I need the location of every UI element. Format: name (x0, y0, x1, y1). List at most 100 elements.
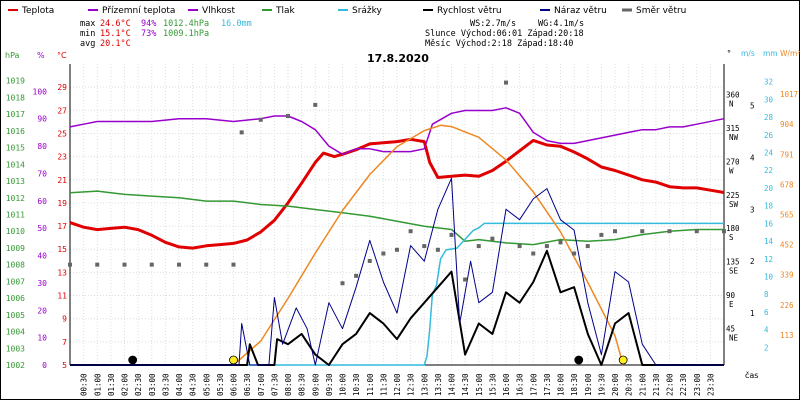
stats-max-press: 1012.4hPa (163, 19, 209, 29)
wind-dir-point-0 (68, 262, 72, 267)
wind-dir-point-32 (640, 229, 645, 234)
hum-tick-2: 20 (37, 306, 47, 315)
stats-moon: Měsíc Východ:2:18 Západ:18:40 (425, 39, 573, 49)
wind-dir-point-3 (149, 262, 154, 267)
wm2-tick-5: 678 (780, 180, 794, 189)
dir-tick-deg-5: 135 (726, 258, 740, 267)
x-tick-label-21: 11:00 (366, 373, 375, 396)
hum-tick-4: 40 (37, 252, 47, 261)
press-tick-6: 1008 (6, 261, 25, 270)
dir-tick-name-3: SW (729, 200, 739, 209)
temp-tick-11: 27 (57, 106, 67, 115)
press-tick-2: 1004 (6, 328, 25, 337)
legend: Teplota Přízemní teplota Vlhkost Tlak Sr… (8, 6, 686, 16)
dir-tick-name-7: NE (729, 334, 739, 343)
press-tick-13: 1015 (6, 144, 25, 153)
wm2-tick-8: 1017 (780, 90, 798, 99)
mm-tick-2: 6 (764, 308, 769, 317)
wind-dir-point-1 (95, 262, 100, 267)
press-tick-16: 1018 (6, 93, 25, 102)
dir-tick-deg-0: 360 (726, 90, 740, 99)
x-tick-label-9: 05:00 (202, 373, 211, 396)
press-tick-17: 1019 (6, 77, 25, 86)
wind-dir-point-31 (613, 229, 617, 234)
wind-dir-point-5 (204, 262, 209, 267)
wind-dir-point-35 (722, 229, 726, 234)
wind-dir-point-29 (585, 244, 590, 249)
x-tick-label-46: 23:30 (706, 373, 715, 396)
wind-dir-point-2 (122, 262, 127, 267)
ms-tick-2: 3 (750, 205, 755, 214)
x-tick-label-44: 22:30 (679, 373, 688, 396)
wm2-tick-6: 791 (780, 150, 794, 159)
wind-dir-point-16 (408, 229, 413, 234)
hum-tick-7: 70 (37, 169, 47, 178)
dir-tick-deg-4: 180 (726, 224, 740, 233)
x-tick-label-19: 10:00 (339, 373, 348, 396)
wm2-tick-2: 339 (780, 271, 794, 280)
axis-unit-dir: ° (727, 49, 731, 58)
x-tick-label-18: 09:30 (325, 373, 334, 396)
dir-tick-deg-2: 270 (726, 157, 740, 166)
press-tick-0: 1002 (6, 361, 25, 370)
x-tick-label-14: 07:30 (270, 373, 279, 396)
press-tick-14: 1016 (6, 127, 25, 136)
wind-dir-point-21 (476, 244, 481, 249)
ms-tick-1: 2 (750, 257, 755, 266)
wind-dir-point-10 (313, 102, 318, 107)
ms-tick-0: 1 (750, 309, 755, 318)
series-4-line (233, 124, 624, 366)
x-tick-label-0: 00:30 (80, 373, 89, 396)
x-tick-label-1: 01:00 (93, 373, 102, 396)
x-tick-label-41: 21:00 (638, 373, 647, 396)
hum-tick-8: 80 (37, 142, 47, 151)
x-tick-label-17: 09:00 (311, 373, 320, 396)
wind-dir-point-30 (599, 232, 604, 237)
hum-tick-6: 60 (37, 197, 47, 206)
x-tick-label-6: 03:30 (161, 373, 170, 396)
wind-dir-point-4 (177, 262, 181, 267)
legend-label-srazky: Srážky (352, 6, 383, 16)
dir-tick-deg-3: 225 (726, 191, 740, 200)
wind-dir-point-19 (449, 232, 454, 237)
ms-tick-3: 4 (750, 153, 755, 162)
stats-min-press: 1009.1hPa (163, 29, 209, 39)
x-tick-label-31: 16:00 (502, 373, 511, 396)
axis-unit-pct: % (37, 51, 45, 60)
x-tick-label-15: 08:00 (284, 373, 293, 396)
x-tick-label-28: 14:30 (461, 373, 470, 396)
stats-min-hum: 73% (141, 29, 156, 39)
axis-unit-wm2: W/m² (780, 49, 800, 58)
stats-wg: WG:4.1m/s (538, 19, 584, 29)
stats-sun: Slunce Východ:06:01 Západ:20:18 (425, 29, 584, 39)
wm2-tick-1: 226 (780, 301, 794, 310)
x-tick-label-3: 02:00 (121, 373, 130, 396)
dir-tick-deg-7: 45 (726, 325, 735, 334)
legend-label-vlhkost: Vlhkost (202, 6, 235, 16)
legend-label-teplota: Teplota (21, 6, 54, 16)
x-tick-label-26: 13:30 (434, 373, 443, 396)
wm2-tick-0: 113 (780, 331, 794, 340)
dir-tick-name-2: W (729, 166, 734, 175)
press-tick-12: 1014 (6, 160, 25, 169)
mm-tick-5: 12 (764, 255, 773, 264)
wind-dir-point-14 (381, 251, 386, 256)
wind-dir-point-11 (340, 281, 345, 286)
marker-sunrise (229, 355, 238, 365)
press-tick-15: 1017 (6, 110, 25, 119)
temp-tick-4: 13 (57, 268, 67, 277)
press-tick-4: 1006 (6, 294, 25, 303)
temp-tick-2: 9 (62, 315, 67, 324)
x-axis-label: čas (745, 370, 758, 380)
mm-tick-3: 8 (764, 290, 769, 299)
wind-dir-point-15 (395, 247, 399, 252)
x-tick-label-43: 22:00 (666, 373, 675, 396)
mm-tick-7: 16 (764, 219, 774, 228)
x-tick-label-25: 13:00 (420, 373, 429, 396)
legend-label-tlak: Tlak (275, 6, 296, 16)
mm-tick-11: 24 (764, 149, 774, 158)
grid (70, 64, 724, 366)
mm-tick-6: 14 (764, 237, 774, 246)
wm2-tick-3: 452 (780, 241, 794, 250)
x-tick-label-36: 18:30 (570, 373, 579, 396)
